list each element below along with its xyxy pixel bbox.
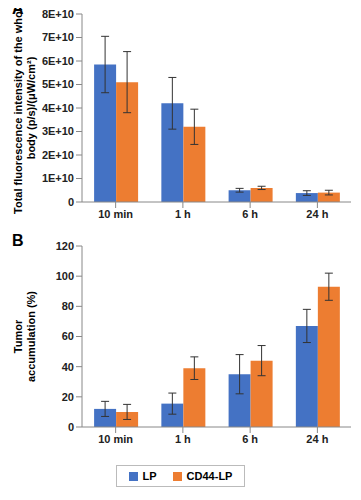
svg-text:10 min: 10 min (98, 208, 133, 220)
svg-text:Tumoraccumulation (%): Tumoraccumulation (%) (12, 291, 37, 382)
html-text:LP: LP (142, 470, 157, 482)
svg-text:120: 120 (56, 240, 74, 252)
svg-text:80: 80 (62, 300, 74, 312)
svg-text:20: 20 (62, 391, 74, 403)
svg-text:1 h: 1 h (175, 433, 191, 445)
svg-text:5E+10: 5E+10 (42, 78, 74, 90)
svg-text:B: B (12, 232, 24, 249)
svg-text:1E+10: 1E+10 (42, 172, 74, 184)
svg-text:4E+10: 4E+10 (42, 102, 74, 114)
svg-text:6E+10: 6E+10 (42, 55, 74, 67)
svg-text:Total fluorescence intensity o: Total fluorescence intensity of the whol… (12, 8, 37, 214)
svg-text:40: 40 (62, 361, 74, 373)
svg-text:3E+10: 3E+10 (42, 125, 74, 137)
svg-text:6 h: 6 h (242, 433, 258, 445)
svg-text:100: 100 (56, 270, 74, 282)
svg-text:6 h: 6 h (242, 208, 258, 220)
svg-text:8E+10: 8E+10 (42, 8, 74, 20)
svg-text:24 h: 24 h (306, 433, 328, 445)
svg-text:60: 60 (62, 330, 74, 342)
svg-text:0: 0 (68, 196, 74, 208)
svg-text:0: 0 (68, 421, 74, 433)
svg-text:24 h: 24 h (306, 208, 328, 220)
svg-text:10 min: 10 min (98, 433, 133, 445)
svg-text:2E+10: 2E+10 (42, 149, 74, 161)
svg-text:1 h: 1 h (175, 208, 191, 220)
svg-text:7E+10: 7E+10 (42, 31, 74, 43)
html-text:CD44-LP: CD44-LP (186, 470, 233, 482)
